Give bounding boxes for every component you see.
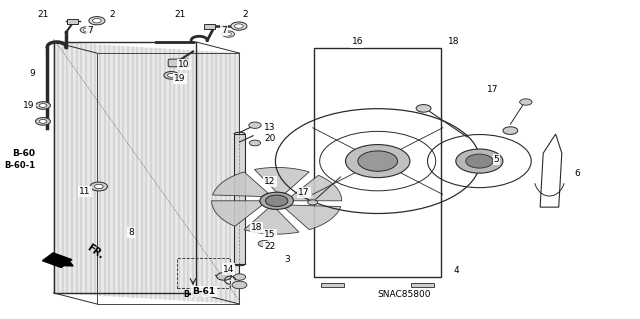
Text: 20: 20: [264, 134, 276, 143]
Text: 11: 11: [79, 187, 91, 196]
Text: 15: 15: [264, 230, 276, 239]
Text: B-60-1: B-60-1: [4, 161, 35, 170]
Circle shape: [456, 149, 503, 173]
Bar: [234, 134, 245, 264]
Text: 13: 13: [264, 123, 276, 132]
Circle shape: [520, 99, 532, 105]
Text: 14: 14: [223, 264, 234, 274]
Circle shape: [164, 71, 179, 79]
Circle shape: [466, 154, 493, 168]
Text: B-61: B-61: [183, 290, 203, 299]
Text: 17: 17: [298, 188, 310, 197]
Text: 10: 10: [179, 60, 190, 69]
Circle shape: [36, 102, 51, 109]
Text: 16: 16: [351, 38, 363, 47]
Circle shape: [80, 27, 93, 33]
Text: 5: 5: [493, 155, 499, 164]
Text: 18: 18: [447, 38, 459, 47]
Polygon shape: [54, 42, 239, 304]
Polygon shape: [291, 175, 342, 201]
Text: 2: 2: [243, 11, 248, 19]
Polygon shape: [67, 19, 77, 24]
Circle shape: [216, 272, 232, 280]
Text: 18: 18: [251, 223, 262, 232]
Text: 19: 19: [24, 101, 35, 110]
Text: FR.: FR.: [85, 242, 106, 261]
Circle shape: [232, 281, 247, 289]
Text: 4: 4: [453, 266, 459, 275]
Circle shape: [222, 31, 234, 37]
Circle shape: [260, 192, 293, 209]
Circle shape: [225, 33, 232, 36]
Bar: [411, 283, 433, 287]
Circle shape: [234, 274, 246, 280]
Text: B-60: B-60: [12, 149, 35, 158]
Circle shape: [266, 195, 288, 206]
Text: 12: 12: [264, 177, 276, 186]
Text: 21: 21: [38, 11, 49, 19]
Circle shape: [89, 17, 105, 25]
Circle shape: [258, 241, 271, 247]
Circle shape: [249, 122, 261, 128]
Text: B-61: B-61: [193, 287, 216, 296]
Circle shape: [250, 140, 260, 146]
Text: 22: 22: [264, 242, 276, 251]
Circle shape: [90, 182, 108, 191]
Text: SNAC85800: SNAC85800: [377, 290, 431, 299]
Text: 3: 3: [284, 255, 290, 264]
Text: 2: 2: [109, 11, 115, 19]
Circle shape: [39, 120, 47, 123]
Circle shape: [308, 200, 317, 205]
Polygon shape: [255, 167, 309, 193]
Circle shape: [168, 73, 175, 77]
Circle shape: [503, 127, 518, 134]
Text: 9: 9: [29, 69, 35, 78]
Circle shape: [93, 19, 101, 23]
Text: 6: 6: [574, 169, 580, 178]
FancyBboxPatch shape: [168, 59, 189, 67]
Circle shape: [95, 184, 103, 189]
Circle shape: [358, 151, 397, 171]
Text: 7: 7: [87, 26, 93, 35]
Circle shape: [231, 22, 247, 30]
Circle shape: [39, 104, 47, 108]
Polygon shape: [204, 24, 215, 29]
Text: 17: 17: [488, 85, 499, 94]
Circle shape: [416, 105, 431, 112]
Bar: [314, 48, 441, 277]
Polygon shape: [212, 201, 262, 226]
Polygon shape: [42, 253, 73, 267]
Bar: [321, 283, 344, 287]
Circle shape: [346, 145, 410, 178]
Text: 7: 7: [221, 26, 227, 35]
Polygon shape: [285, 205, 340, 230]
Circle shape: [234, 24, 243, 28]
Bar: [177, 258, 230, 288]
Polygon shape: [212, 172, 268, 197]
Circle shape: [83, 28, 90, 32]
Text: 21: 21: [174, 11, 186, 19]
Polygon shape: [244, 208, 299, 234]
Text: 19: 19: [174, 74, 186, 83]
Text: 8: 8: [128, 228, 134, 237]
Circle shape: [36, 118, 51, 125]
